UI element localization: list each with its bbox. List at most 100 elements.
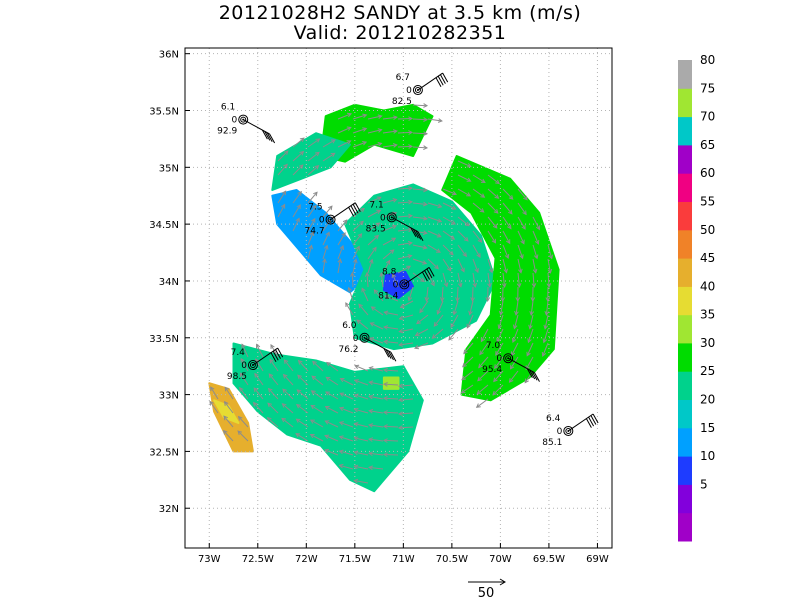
wind-vector-head <box>523 195 528 201</box>
wind-vector <box>339 421 354 428</box>
wind-vector-head <box>422 230 428 236</box>
station-ring-inner <box>361 334 368 341</box>
wind-barb-flag <box>410 227 417 238</box>
wind-vector-head <box>324 448 329 454</box>
wind-vector <box>322 205 333 218</box>
wind-vector <box>292 218 300 232</box>
wind-vector-head <box>443 282 449 288</box>
wind-vector <box>367 196 382 204</box>
wind-vector <box>457 174 471 182</box>
wind-barb-flag <box>424 270 431 280</box>
reference-label: 50 <box>478 586 495 600</box>
wind-vector-head <box>337 258 343 264</box>
wind-vector <box>487 188 499 199</box>
colorbar-label: 35 <box>700 308 715 322</box>
wind-vector <box>268 388 279 400</box>
wind-vector <box>307 231 314 246</box>
wind-vector-head <box>374 234 380 240</box>
wind-vector <box>292 137 305 148</box>
wind-vector-head <box>267 387 273 393</box>
wind-vector <box>238 416 249 428</box>
wind-barb-staff <box>568 413 594 432</box>
wind-vector-head <box>314 165 320 170</box>
wind-vector <box>517 188 528 201</box>
station-ring-outer <box>412 85 423 96</box>
wind-vector <box>525 356 534 370</box>
wind-vectors <box>209 103 554 484</box>
wind-vector <box>382 199 397 204</box>
wind-vector-head <box>544 311 550 316</box>
wind-vector <box>277 150 289 162</box>
wind-vector-head <box>423 187 428 193</box>
wind-vector <box>532 216 540 230</box>
wind-barb-staff <box>252 347 278 366</box>
colorbar-segment <box>678 512 692 542</box>
wind-vector-head <box>506 239 511 245</box>
wind-vector-head <box>358 303 363 309</box>
wind-vector-head <box>353 464 359 470</box>
colorbar-segment <box>678 258 692 287</box>
wind-vector-head <box>455 297 460 303</box>
station-value-top: 7.0 <box>486 341 501 351</box>
station-value-bottom: 95.4 <box>482 365 502 375</box>
wind-vector-head <box>446 266 452 272</box>
wind-vector-head <box>466 192 472 197</box>
wind-vector-head <box>464 221 470 227</box>
station-value-bottom: 76.2 <box>338 345 358 355</box>
colorbar-label: 80 <box>700 53 715 67</box>
wind-vector-head <box>385 259 391 265</box>
wind-vector <box>544 314 549 329</box>
wind-vector <box>384 311 399 316</box>
wind-vector <box>352 220 364 232</box>
wind-vector-head <box>322 258 327 264</box>
wind-barb-flag <box>270 352 277 362</box>
wind-vector-head <box>423 215 428 221</box>
wind-vector-head <box>463 236 469 242</box>
wind-vector <box>223 415 234 428</box>
wind-vector-head <box>353 450 359 456</box>
wind-vector-head <box>310 390 316 395</box>
wind-vector <box>311 375 324 386</box>
wind-vector <box>322 139 336 148</box>
wind-vector-head <box>512 324 518 330</box>
wind-vector-head <box>547 268 553 274</box>
wind-vector <box>457 188 471 197</box>
wind-vector-head <box>283 150 289 155</box>
wind-vector-head <box>324 391 330 396</box>
wind-vector-head <box>477 238 483 243</box>
wind-vector-head <box>268 373 274 379</box>
wind-vector-head <box>437 203 443 209</box>
wind-vector <box>412 132 428 135</box>
y-tick-label: 32.5N <box>149 447 179 458</box>
wind-vector-head <box>346 112 352 118</box>
wind-vector <box>354 437 369 442</box>
wind-vector-head <box>299 150 305 156</box>
wind-barb-flag <box>390 351 397 362</box>
wind-vector-head <box>391 273 397 279</box>
wind-vector-head <box>406 265 412 270</box>
wind-vector <box>296 418 309 428</box>
wind-vector <box>442 230 455 240</box>
wind-vector-head <box>448 250 454 256</box>
wind-vector-head <box>296 204 301 210</box>
wind-vector-head <box>462 362 467 368</box>
wind-vector-head <box>353 258 358 264</box>
wind-vector <box>502 188 514 200</box>
wind-vector-head <box>399 303 405 309</box>
wind-vector-head <box>543 324 549 330</box>
wind-vector-head <box>424 297 430 302</box>
wind-vector <box>502 202 513 215</box>
wind-vector-head <box>433 321 439 327</box>
wind-vector <box>310 405 324 414</box>
wind-vector-head <box>479 208 485 213</box>
wind-vector-head <box>478 363 483 369</box>
wind-vector-head <box>448 335 453 341</box>
wind-vector-head <box>282 373 288 379</box>
wind-vector <box>382 144 397 148</box>
station-value-bottom: 82.5 <box>392 97 412 107</box>
wind-vector <box>532 272 535 287</box>
wind-region <box>382 270 415 299</box>
wind-barb-flag <box>592 413 599 424</box>
wind-barb-staff <box>404 266 430 285</box>
wind-vector-head <box>397 397 403 403</box>
